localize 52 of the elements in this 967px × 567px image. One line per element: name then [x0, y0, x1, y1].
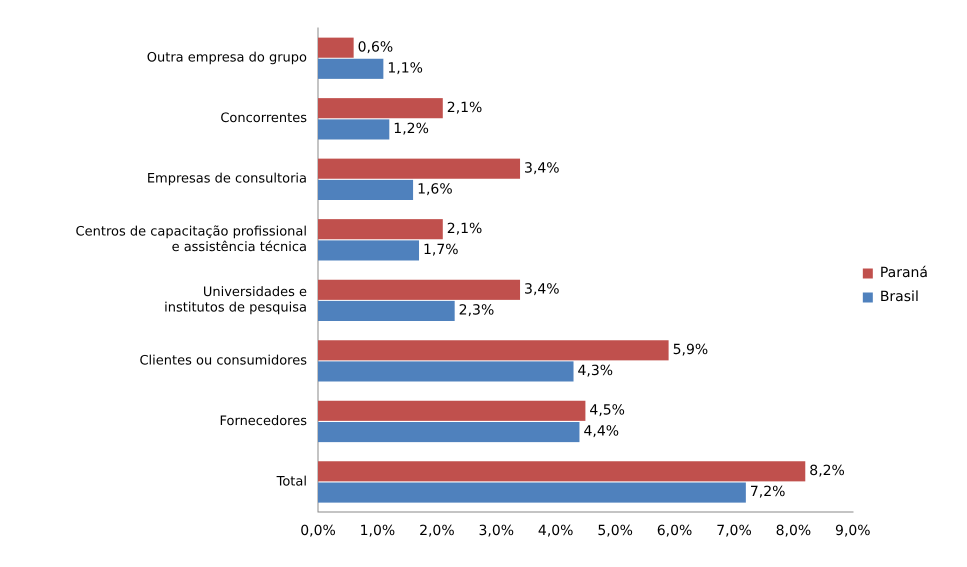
bar: [318, 422, 580, 442]
data-label: 3,4%: [524, 160, 560, 176]
bar: [318, 38, 354, 58]
data-label: 2,3%: [458, 302, 494, 319]
y-tick-label: Centros de capacitação profissional e assistência técnica: [76, 224, 307, 256]
x-tick-label: 9,0%: [835, 523, 871, 540]
x-tick-label: 7,0%: [716, 523, 752, 540]
x-tick-label: 4,0%: [538, 523, 574, 540]
bar: [318, 119, 390, 140]
data-label: 3,4%: [524, 281, 560, 298]
x-tick-label: 8,0%: [776, 523, 812, 540]
data-label: 1,2%: [393, 121, 429, 138]
x-tick-label: 5,0%: [597, 523, 633, 540]
y-tick-label: Fornecedores: [219, 414, 308, 429]
x-tick-label: 1,0%: [360, 523, 396, 540]
data-label: 8,2%: [809, 462, 845, 479]
data-label: 0,6%: [358, 39, 394, 56]
legend-label: Brasil: [880, 289, 919, 306]
y-tick-label: Concorrentes: [220, 111, 308, 126]
bar: [318, 98, 443, 118]
y-tick-label: Outra empresa do grupo: [146, 50, 308, 66]
bar: [318, 400, 586, 421]
bar: [318, 482, 746, 503]
data-label: 1,7%: [423, 242, 459, 258]
bar: [318, 461, 806, 482]
data-label: 4,5%: [589, 402, 625, 418]
x-tick-label: 6,0%: [656, 523, 692, 540]
bar: [318, 280, 520, 300]
x-tick-label: 0,0%: [300, 523, 336, 540]
data-label: 1,6%: [417, 182, 453, 198]
bar: [318, 240, 420, 260]
bar: [318, 180, 414, 200]
bar: [318, 158, 520, 179]
x-tick-label: 2,0%: [419, 523, 455, 540]
data-label: 1,1%: [387, 60, 423, 76]
y-tick-label: Empresas de consultoria: [146, 172, 307, 187]
bar: [318, 340, 669, 360]
y-tick-label: Total: [276, 474, 307, 490]
data-label: 4,3%: [578, 363, 614, 380]
y-tick-label: Universidades e institutos de pesquisa: [164, 284, 307, 316]
bar: [318, 58, 384, 79]
x-tick-label: 3,0%: [478, 523, 514, 540]
data-label: 4,4%: [583, 424, 620, 440]
legend-label: Paraná: [880, 265, 928, 282]
data-label: 7,2%: [750, 484, 786, 500]
bar: [318, 219, 443, 240]
y-tick-label: Clientes ou consumidores: [139, 353, 308, 368]
data-label: 2,1%: [446, 100, 482, 116]
bar: [318, 361, 574, 382]
data-label: 2,1%: [446, 220, 482, 237]
data-label: 5,9%: [672, 342, 708, 358]
bar: [318, 300, 455, 322]
